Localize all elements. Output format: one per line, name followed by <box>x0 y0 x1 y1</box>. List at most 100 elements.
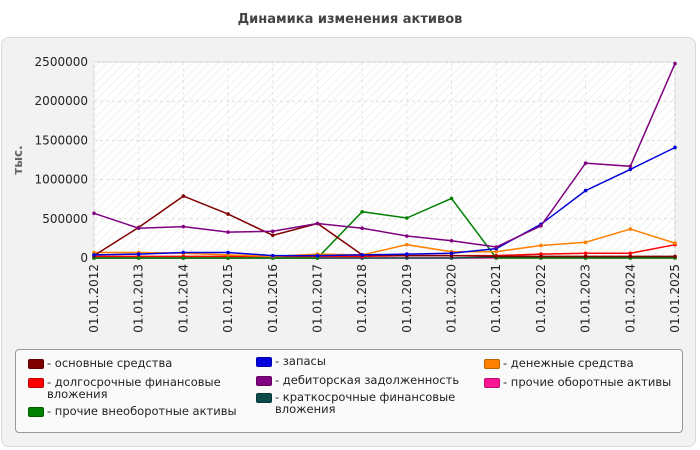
x-tick-label: 01.01.2016 <box>266 264 280 333</box>
data-point <box>315 221 320 226</box>
data-point <box>360 226 364 231</box>
data-point <box>360 209 364 214</box>
data-point <box>405 234 409 238</box>
data-point <box>136 226 141 231</box>
x-tick-label: 01.01.2019 <box>400 264 414 333</box>
data-point <box>583 254 588 259</box>
legend-item: - прочие оборотные активы <box>484 376 671 388</box>
data-point <box>494 245 499 249</box>
data-point <box>449 238 454 243</box>
data-point <box>136 256 141 260</box>
legend-swatch <box>28 359 44 369</box>
x-tick-label: 01.01.2021 <box>489 264 503 333</box>
data-point <box>181 194 186 198</box>
data-point <box>360 253 364 257</box>
y-tick-label: 2500000 <box>35 55 88 69</box>
x-tick-label: 01.01.2020 <box>445 264 459 333</box>
data-point <box>405 216 409 220</box>
legend-item: - прочие внеоборотные активы <box>28 405 237 417</box>
x-tick-label: 01.01.2012 <box>87 264 101 333</box>
legend-item: - дебиторская задолженность <box>256 374 459 386</box>
legend-swatch <box>256 376 272 386</box>
x-tick-label: 01.01.2013 <box>132 264 146 333</box>
data-point <box>270 253 275 258</box>
legend-swatch <box>256 393 272 403</box>
data-point <box>494 254 499 259</box>
data-point <box>315 253 320 258</box>
legend-item: - краткосрочные финансовые вложения <box>256 391 465 415</box>
legend-item: - запасы <box>256 355 326 367</box>
data-point <box>673 145 677 150</box>
series-line-1 <box>93 146 676 257</box>
data-point <box>270 233 275 238</box>
data-point <box>92 253 96 257</box>
x-tick-label: 01.01.2022 <box>534 264 548 333</box>
data-point <box>673 61 677 66</box>
data-point <box>449 251 454 256</box>
data-point <box>226 230 230 234</box>
y-tick-label: 0 <box>80 251 88 265</box>
data-point <box>226 250 230 255</box>
legend-swatch <box>484 359 500 369</box>
data-point <box>405 242 409 247</box>
legend-swatch <box>484 378 500 388</box>
legend-swatch <box>28 407 44 417</box>
data-point <box>494 249 499 254</box>
data-point <box>673 254 677 259</box>
data-point <box>92 211 96 216</box>
data-point <box>181 224 186 229</box>
data-point <box>628 251 633 256</box>
chart-title: Динамика изменения активов <box>237 12 463 27</box>
data-point <box>583 161 588 165</box>
legend-label: - основные средства <box>47 356 173 370</box>
series-line-2 <box>94 228 676 258</box>
y-tick-label: 2000000 <box>35 94 88 108</box>
data-point <box>181 256 186 260</box>
data-point <box>583 188 588 193</box>
x-tick-label: 01.01.2023 <box>579 264 593 333</box>
data-point <box>628 167 633 172</box>
data-point <box>628 227 633 231</box>
legend-item: - денежные средства <box>484 357 634 369</box>
x-tick-label: 01.01.2015 <box>221 264 235 333</box>
series-line-4 <box>93 63 676 248</box>
legend-item: - основные средства <box>28 357 172 369</box>
y-tick-label: 500000 <box>42 212 88 226</box>
data-point <box>583 240 588 245</box>
x-tick-label: 01.01.2014 <box>176 264 190 333</box>
data-point <box>673 241 677 245</box>
legend-label: - запасы <box>275 354 326 368</box>
legend: - основные средства - запасы - денежные ср… <box>15 349 683 433</box>
legend-item: - долгосрочные финансовые вложения <box>28 376 237 400</box>
data-point <box>449 196 454 201</box>
data-point <box>226 212 230 216</box>
y-axis-label: тыс. <box>11 145 25 174</box>
y-tick-label: 1500000 <box>35 133 88 147</box>
legend-label: - прочие внеоборотные активы <box>47 404 237 418</box>
data-point <box>270 229 275 234</box>
data-point <box>539 224 543 228</box>
data-point <box>583 251 588 256</box>
legend-label: - краткосрочные финансовые вложения <box>275 390 456 416</box>
legend-label: - денежные средства <box>503 356 634 370</box>
y-tick-label: 1000000 <box>35 173 88 187</box>
plot-area <box>93 61 676 259</box>
legend-swatch <box>256 357 272 367</box>
x-tick-label: 01.01.2018 <box>355 264 369 333</box>
data-point <box>539 254 543 259</box>
legend-label: - прочие оборотные активы <box>503 375 672 389</box>
data-point <box>628 164 633 169</box>
chart-plot: 0 500000 1000000 1500000 2000000 2500000 01.0… <box>11 55 682 333</box>
data-point <box>181 250 186 255</box>
data-point <box>405 252 409 256</box>
legend-swatch <box>28 378 44 388</box>
data-point <box>628 254 633 259</box>
data-point <box>136 252 141 256</box>
data-point <box>539 243 543 248</box>
legend-label: - долгосрочные финансовые вложения <box>47 375 221 401</box>
x-tick-label: 01.01.2024 <box>623 264 637 333</box>
data-point <box>226 256 230 260</box>
x-tick-label: 01.01.2025 <box>668 264 682 333</box>
legend-label: - дебиторская задолженность <box>275 373 460 387</box>
x-tick-label: 01.01.2017 <box>310 264 324 333</box>
